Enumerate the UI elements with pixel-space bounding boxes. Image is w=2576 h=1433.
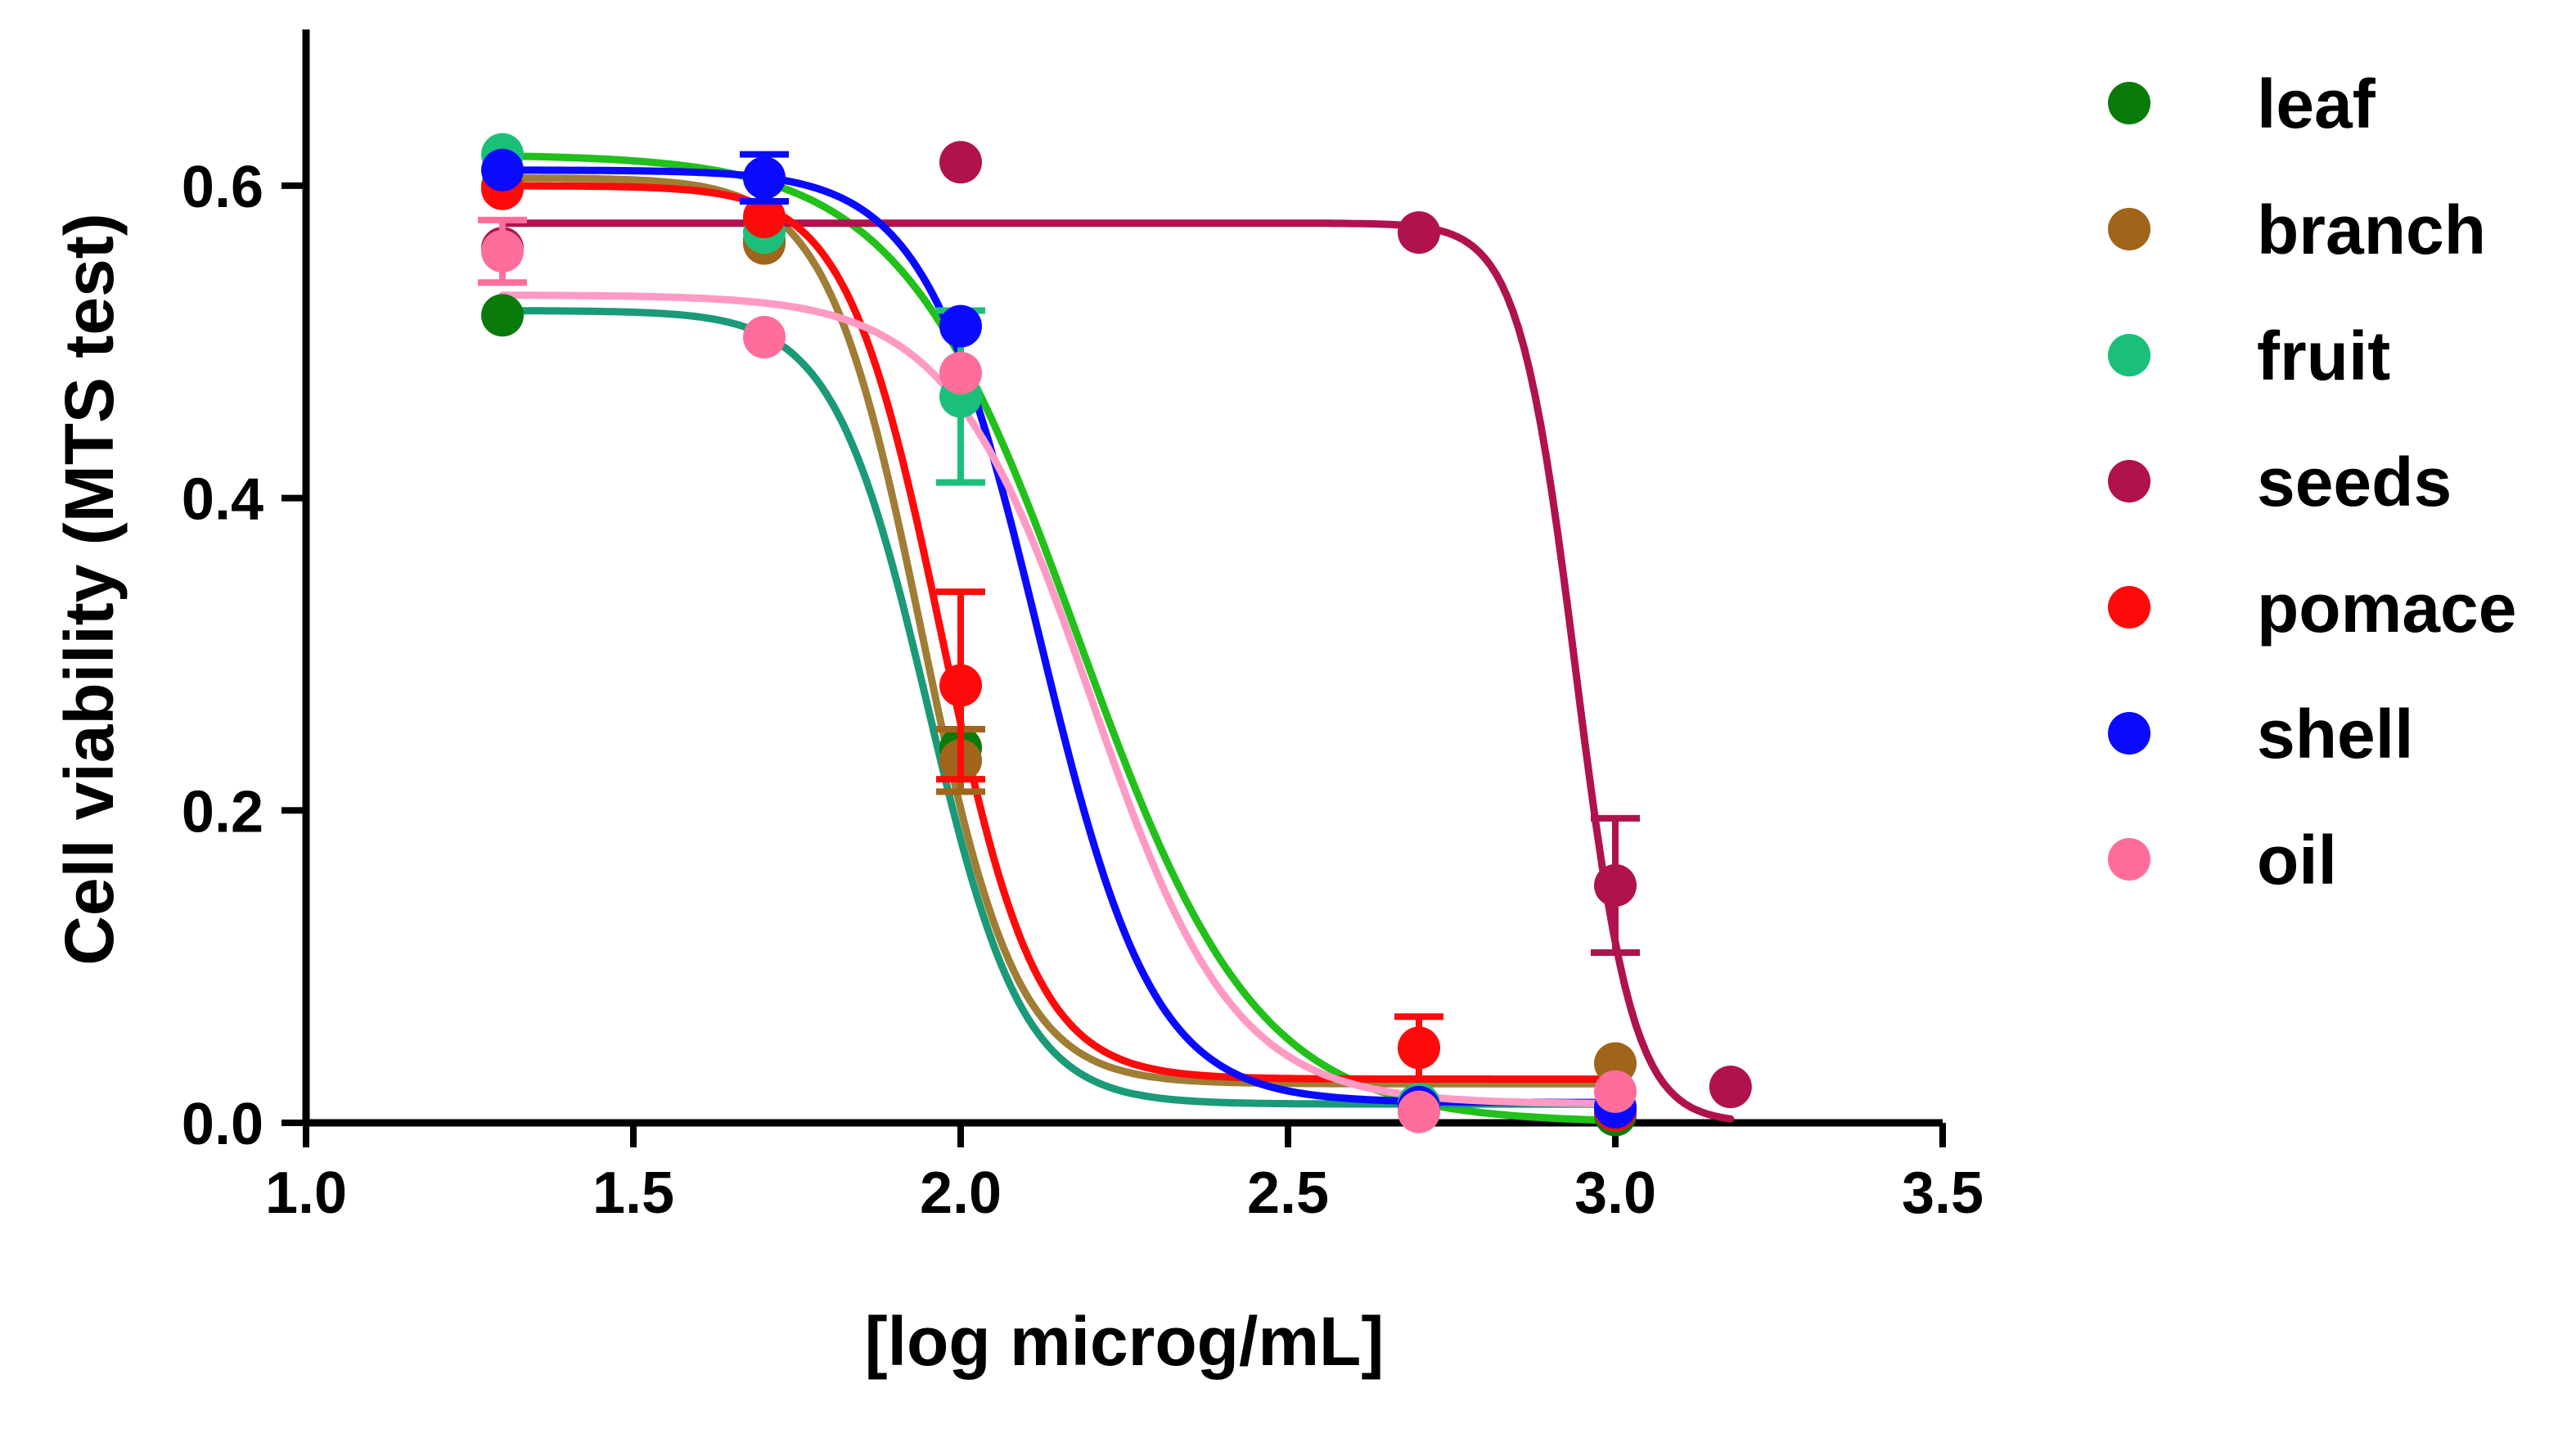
seeds-data-point — [939, 141, 982, 184]
pomace-data-point — [743, 196, 786, 239]
seeds-data-point — [1709, 1066, 1752, 1109]
legend-label-oil: oil — [2257, 822, 2337, 899]
fit-curves — [498, 152, 1735, 1124]
legend-label-branch: branch — [2257, 192, 2486, 268]
legend-marker-seeds — [2108, 460, 2150, 502]
pomace-fit-curve — [498, 182, 1619, 1084]
legend-marker-oil — [2108, 838, 2150, 881]
legend-label-seeds: seeds — [2257, 444, 2452, 520]
x-tick-label: 1.0 — [265, 1160, 347, 1226]
axes: 1.0 1.5 2.0 2.5 3.0 3.5 0.0 0.2 0.4 0.6 — [182, 29, 1984, 1226]
y-tick-label: 0.2 — [182, 779, 263, 845]
legend-marker-branch — [2108, 208, 2150, 250]
legend-marker-fruit — [2108, 334, 2150, 376]
oil-data-point — [939, 351, 982, 394]
x-tick-label: 2.0 — [920, 1160, 1002, 1226]
y-axis-title: Cell viability (MTS test) — [51, 213, 128, 966]
shell-data-point — [743, 156, 786, 200]
shell-data-point — [939, 304, 982, 348]
pomace-data-point — [1398, 1026, 1440, 1070]
shell-fit-curve — [498, 166, 1619, 1106]
legend-label-leaf: leaf — [2257, 65, 2376, 142]
legend-marker-shell — [2108, 712, 2150, 755]
y-tick-label: 0.0 — [182, 1092, 263, 1157]
x-tick-label: 3.5 — [1902, 1160, 1984, 1226]
data-points — [478, 133, 1752, 1137]
oil-data-point — [1594, 1070, 1637, 1113]
oil-fit-curve — [498, 291, 1619, 1107]
oil-data-point — [1398, 1090, 1440, 1133]
legend: leaf branch fruit seeds pomace shell oil — [2108, 65, 2516, 899]
branch-fit-curve — [498, 174, 1619, 1088]
seeds-fit-curve — [498, 219, 1735, 1123]
x-tick-label: 1.5 — [592, 1160, 674, 1226]
shell-data-point — [481, 148, 524, 192]
y-tick-label: 0.6 — [182, 155, 263, 220]
oil-data-point — [743, 315, 786, 358]
legend-marker-leaf — [2108, 82, 2150, 124]
legend-label-pomace: pomace — [2257, 570, 2516, 647]
legend-label-shell: shell — [2257, 696, 2413, 773]
seeds-data-point — [1398, 211, 1440, 255]
x-tick-label: 2.5 — [1247, 1160, 1329, 1226]
pomace-data-point — [939, 664, 982, 707]
legend-marker-pomace — [2108, 586, 2150, 629]
oil-data-point — [481, 230, 524, 273]
seeds-data-point — [1594, 863, 1637, 907]
x-axis-title: [log microg/mL] — [865, 1303, 1385, 1380]
x-tick-label: 3.0 — [1574, 1160, 1656, 1226]
legend-label-fruit: fruit — [2257, 318, 2390, 394]
leaf-data-point — [481, 294, 524, 337]
y-tick-label: 0.4 — [182, 467, 263, 533]
